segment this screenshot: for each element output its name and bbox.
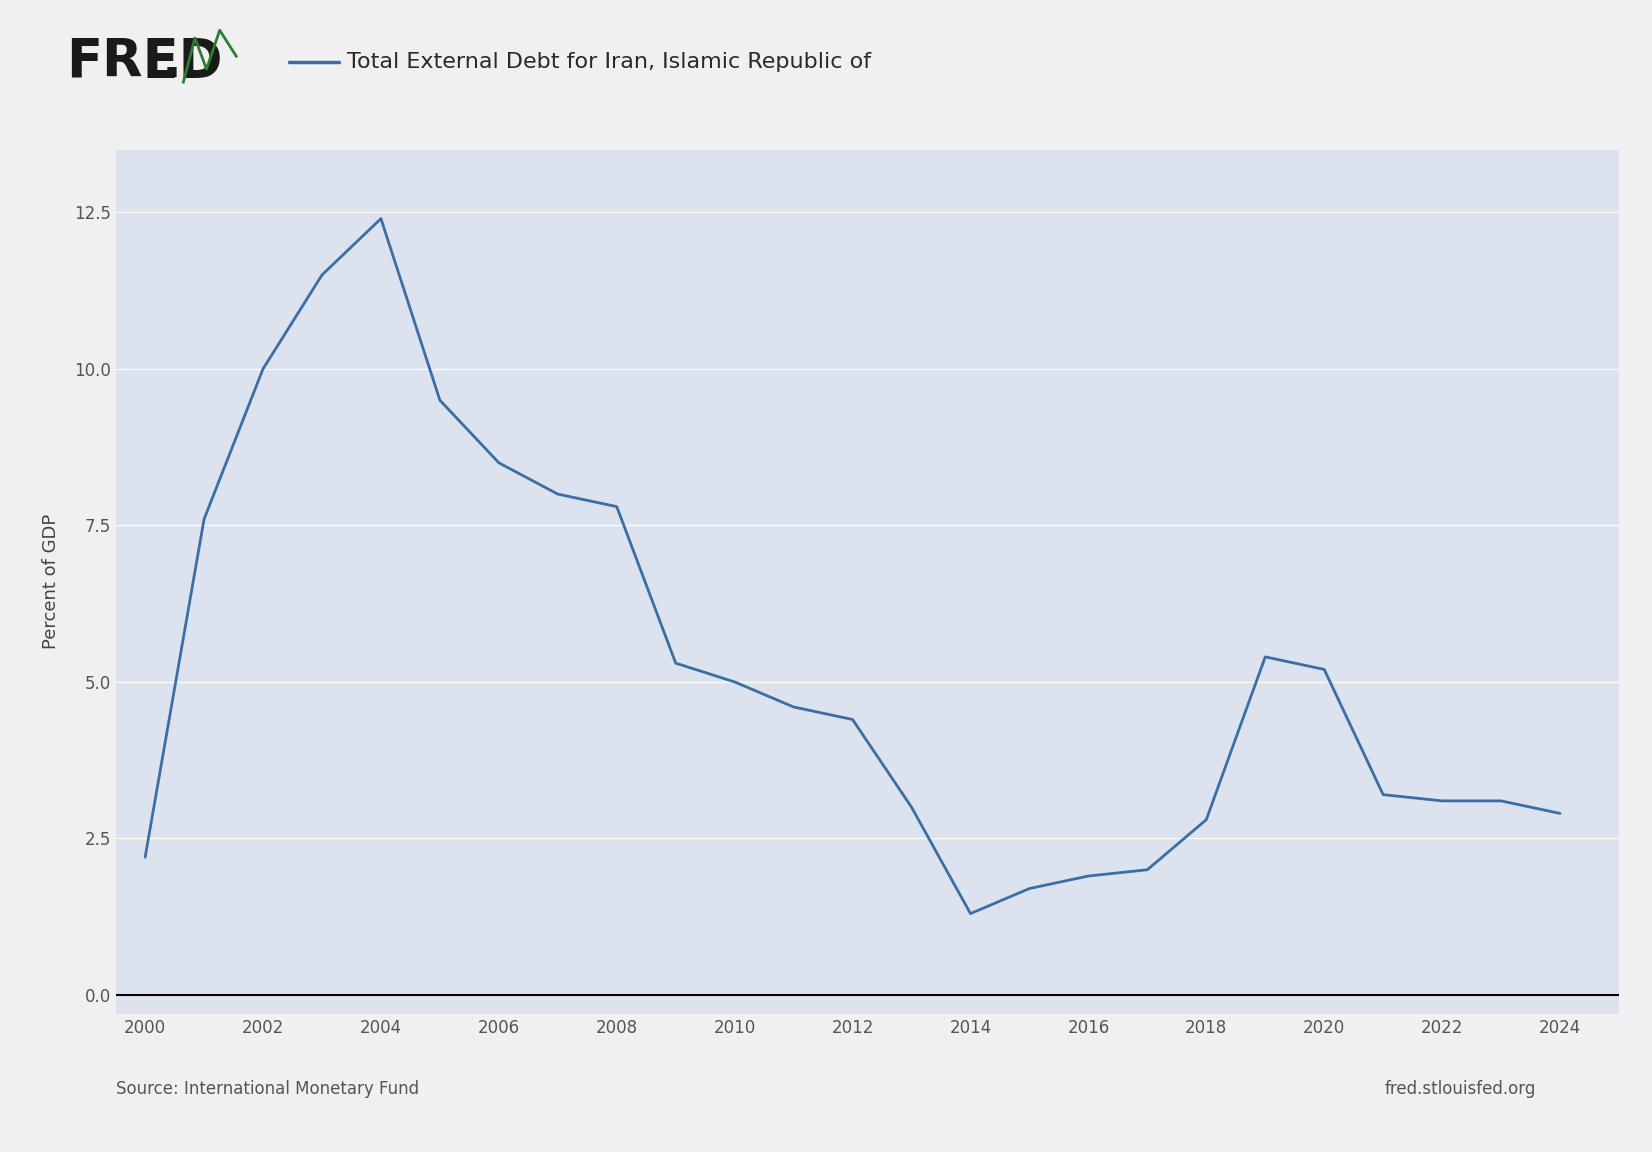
- Text: Total External Debt for Iran, Islamic Republic of: Total External Debt for Iran, Islamic Re…: [347, 52, 871, 73]
- Text: fred.stlouisfed.org: fred.stlouisfed.org: [1384, 1079, 1536, 1098]
- Text: .: .: [162, 36, 182, 89]
- Text: FRED: FRED: [66, 36, 223, 89]
- Y-axis label: Percent of GDP: Percent of GDP: [41, 514, 59, 650]
- Text: Source: International Monetary Fund: Source: International Monetary Fund: [116, 1079, 418, 1098]
